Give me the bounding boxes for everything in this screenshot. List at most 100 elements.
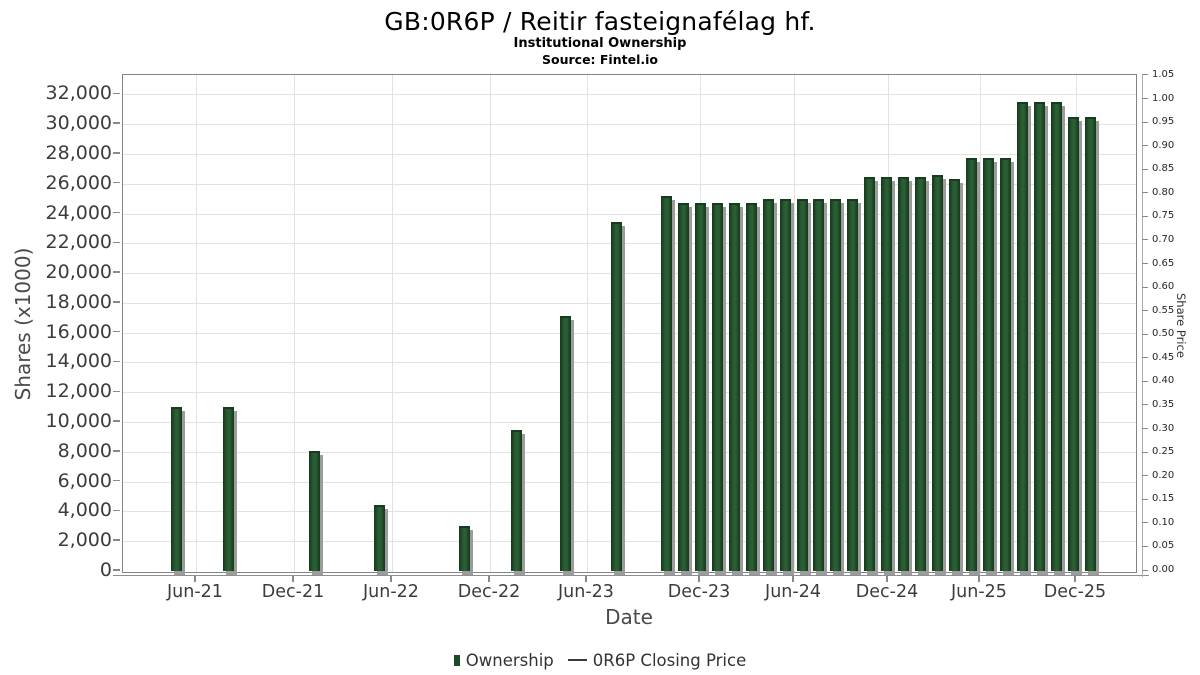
right-axis-line — [1142, 74, 1143, 577]
ownership-bar — [559, 316, 571, 571]
ownership-bar — [1067, 116, 1079, 571]
x-axis-line — [113, 574, 1149, 576]
ownership-bar — [223, 407, 235, 571]
y-grid-line — [123, 153, 1136, 155]
ownership-bar — [511, 430, 522, 571]
price-tick-label: 0.40 — [1152, 375, 1175, 387]
legend-ownership-swatch-icon — [453, 654, 460, 666]
y-grid-line — [123, 481, 1136, 483]
price-tick-label: 0.15 — [1152, 493, 1175, 505]
y-axis-tick-left — [113, 509, 120, 512]
ownership-bar — [374, 504, 386, 571]
x-tick-label: Dec-24 — [855, 582, 919, 602]
price-tick-label: 0.50 — [1152, 328, 1175, 340]
price-tick-label: 0.00 — [1152, 564, 1175, 575]
price-tick-label: 1.05 — [1152, 68, 1175, 80]
x-axis-tick — [390, 576, 392, 582]
price-tick-label: 0.30 — [1152, 422, 1175, 434]
x-grid-line — [490, 75, 492, 572]
y-tick-label-left: 6,000 — [57, 469, 112, 492]
y-tick-label-left: 30,000 — [45, 112, 112, 135]
x-tick-label: Jun-25 — [950, 582, 1007, 602]
price-tick-label: 0.95 — [1152, 116, 1175, 128]
x-axis-tick — [488, 576, 490, 582]
x-axis-title: Date — [605, 605, 653, 629]
y-axis-tick-left — [113, 271, 120, 273]
y-axis-tick-left — [113, 360, 120, 363]
ownership-bar — [308, 451, 320, 571]
plot-area — [122, 74, 1137, 573]
y-axis-tick-left — [113, 92, 120, 95]
price-tick-label: 0.35 — [1152, 398, 1175, 410]
chart-source: Source: Fintel.io — [542, 52, 658, 67]
ownership-bar — [847, 198, 859, 571]
y-grid-line — [123, 273, 1136, 275]
legend-price-label: 0R6P Closing Price — [592, 650, 747, 670]
y-grid-line — [123, 183, 1136, 185]
ownership-bar — [459, 525, 471, 571]
chart-subtitle: Institutional Ownership — [513, 36, 687, 51]
y-axis-tick-left — [113, 450, 120, 452]
y-grid-line — [123, 332, 1136, 334]
y-axis-tick-left — [113, 181, 120, 184]
x-axis-tick — [698, 576, 700, 582]
price-tick-label: 0.80 — [1152, 186, 1175, 198]
price-tick-label: 1.00 — [1152, 92, 1175, 104]
price-tick-label: 0.90 — [1152, 139, 1175, 151]
y-axis-tick-left — [113, 122, 120, 124]
ownership-bar — [1050, 101, 1062, 571]
price-tick-label: 0.70 — [1152, 233, 1175, 245]
ownership-bar — [171, 407, 183, 571]
y-axis-tick-left — [113, 390, 120, 392]
y-axis-tick-left — [113, 479, 120, 482]
price-tick-label: 0.85 — [1152, 163, 1175, 175]
x-tick-label: Dec-25 — [1043, 582, 1107, 602]
y-axis-title-left: Shares (x1000) — [11, 247, 35, 401]
x-tick-label: Dec-21 — [261, 582, 325, 602]
ownership-bar — [762, 198, 774, 571]
price-tick-label: 0.45 — [1152, 351, 1175, 363]
ownership-bar — [949, 179, 961, 571]
y-axis-tick-left — [113, 420, 120, 422]
x-axis-tick — [292, 576, 294, 582]
y-tick-label-left: 4,000 — [57, 499, 112, 522]
y-grid-line — [123, 362, 1136, 364]
y-grid-line — [123, 213, 1136, 215]
ownership-bar — [1084, 116, 1096, 571]
price-tick-label: 0.20 — [1152, 469, 1175, 481]
y-tick-label-left: 0 — [99, 559, 112, 581]
y-grid-line — [123, 302, 1136, 304]
ownership-bar — [711, 203, 723, 571]
x-tick-label: Jun-21 — [167, 582, 223, 602]
ownership-bar — [796, 198, 808, 571]
y-axis-tick-left — [113, 539, 120, 541]
y-axis-tick-left — [113, 152, 120, 154]
ownership-bar — [694, 203, 706, 571]
ownership-bar — [932, 174, 944, 571]
price-tick-label: 0.60 — [1152, 281, 1175, 293]
page-title: GB:0R6P / Reitir fasteignafélag hf. — [384, 7, 816, 36]
price-tick-label: 0.25 — [1152, 446, 1175, 458]
y-grid-line — [123, 124, 1136, 126]
y-axis-tick-left — [113, 569, 120, 571]
ownership-bar — [898, 177, 910, 571]
legend-ownership-label: Ownership — [465, 650, 554, 670]
y-tick-label-left: 2,000 — [57, 529, 112, 552]
x-axis-tick — [194, 576, 196, 582]
ownership-bar — [982, 157, 994, 571]
x-grid-line — [794, 75, 796, 572]
ownership-bar — [881, 177, 893, 571]
ownership-bar — [1016, 101, 1028, 571]
ownership-bar — [915, 177, 927, 571]
price-tick-label: 0.10 — [1152, 516, 1175, 528]
x-tick-label: Jun-23 — [557, 582, 614, 602]
x-tick-label: Dec-22 — [457, 582, 521, 602]
x-axis-tick — [978, 576, 980, 582]
ownership-bar — [660, 195, 672, 571]
x-grid-line — [979, 75, 981, 572]
y-grid-line — [123, 511, 1136, 513]
y-grid-line — [123, 392, 1136, 394]
ownership-bar — [677, 203, 689, 571]
x-tick-label: Jun-22 — [363, 582, 419, 602]
